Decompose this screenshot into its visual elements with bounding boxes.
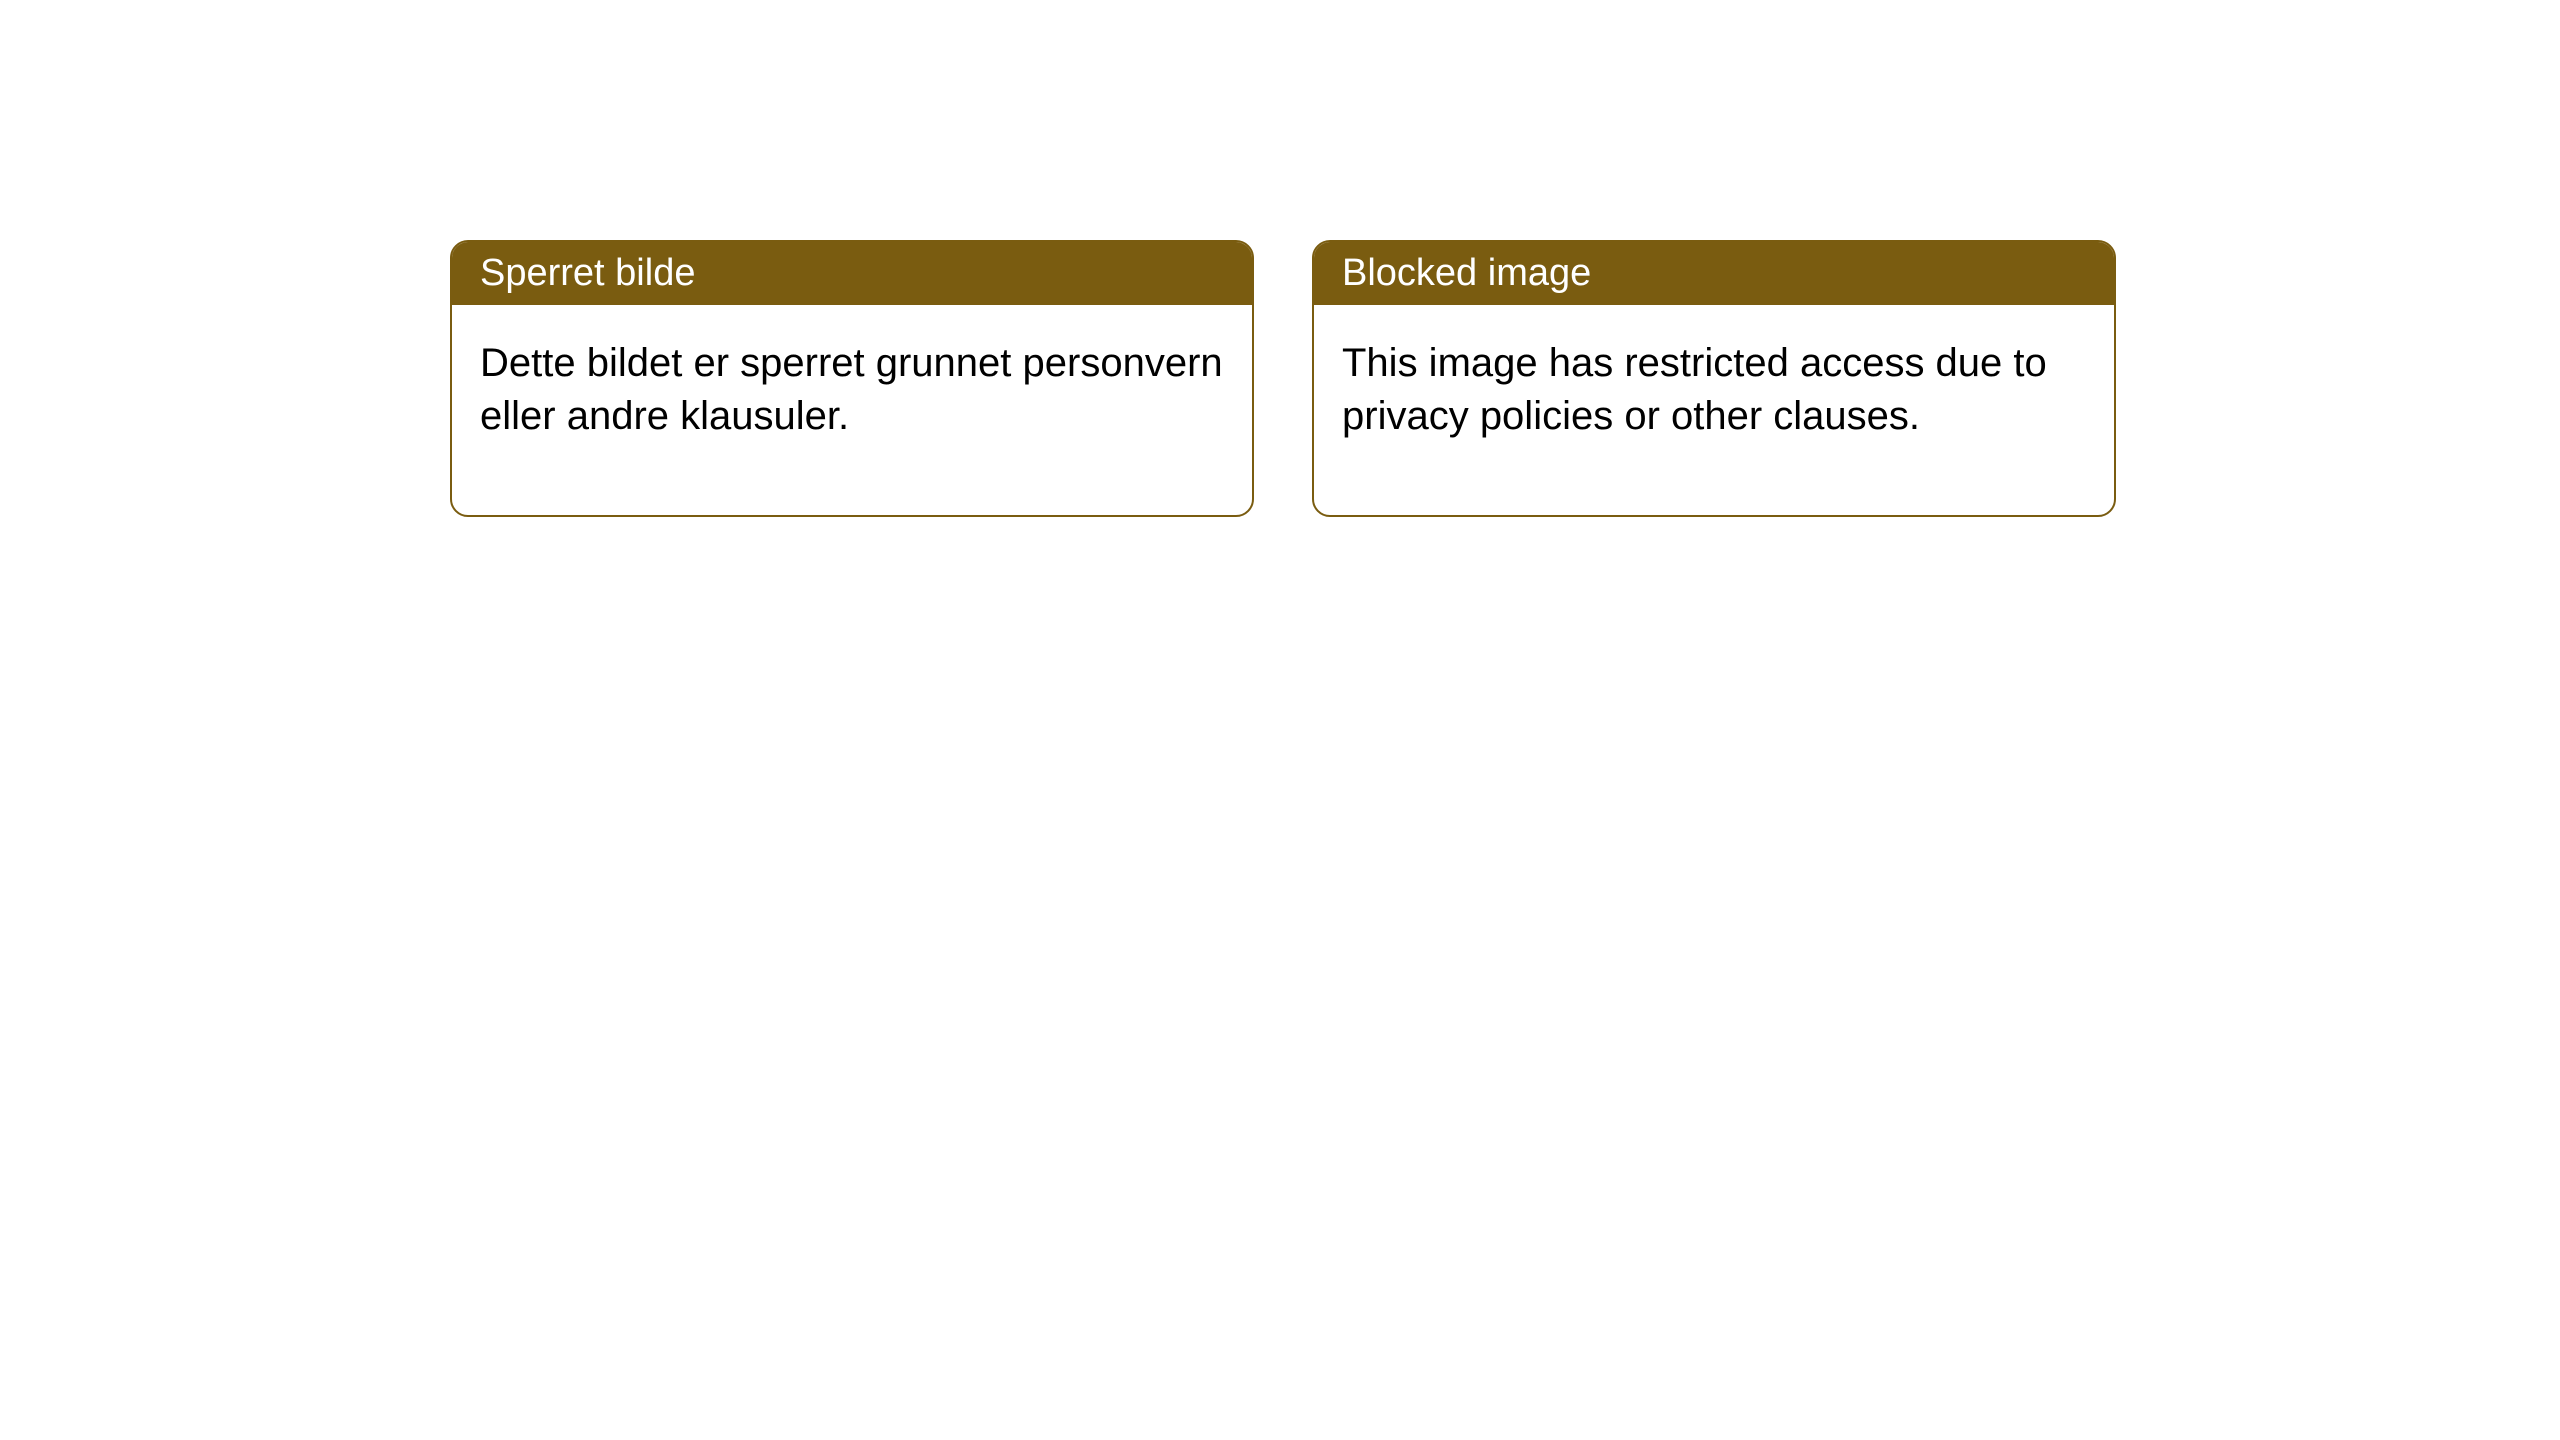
- card-header: Blocked image: [1314, 242, 2114, 305]
- card-body: This image has restricted access due to …: [1314, 305, 2114, 515]
- notice-card-english: Blocked image This image has restricted …: [1312, 240, 2116, 517]
- notice-cards-container: Sperret bilde Dette bildet er sperret gr…: [450, 240, 2116, 517]
- card-body: Dette bildet er sperret grunnet personve…: [452, 305, 1252, 515]
- card-header: Sperret bilde: [452, 242, 1252, 305]
- notice-card-norwegian: Sperret bilde Dette bildet er sperret gr…: [450, 240, 1254, 517]
- card-title: Sperret bilde: [480, 252, 695, 294]
- card-title: Blocked image: [1342, 252, 1591, 294]
- card-body-text: Dette bildet er sperret grunnet personve…: [480, 341, 1223, 438]
- card-body-text: This image has restricted access due to …: [1342, 341, 2047, 438]
